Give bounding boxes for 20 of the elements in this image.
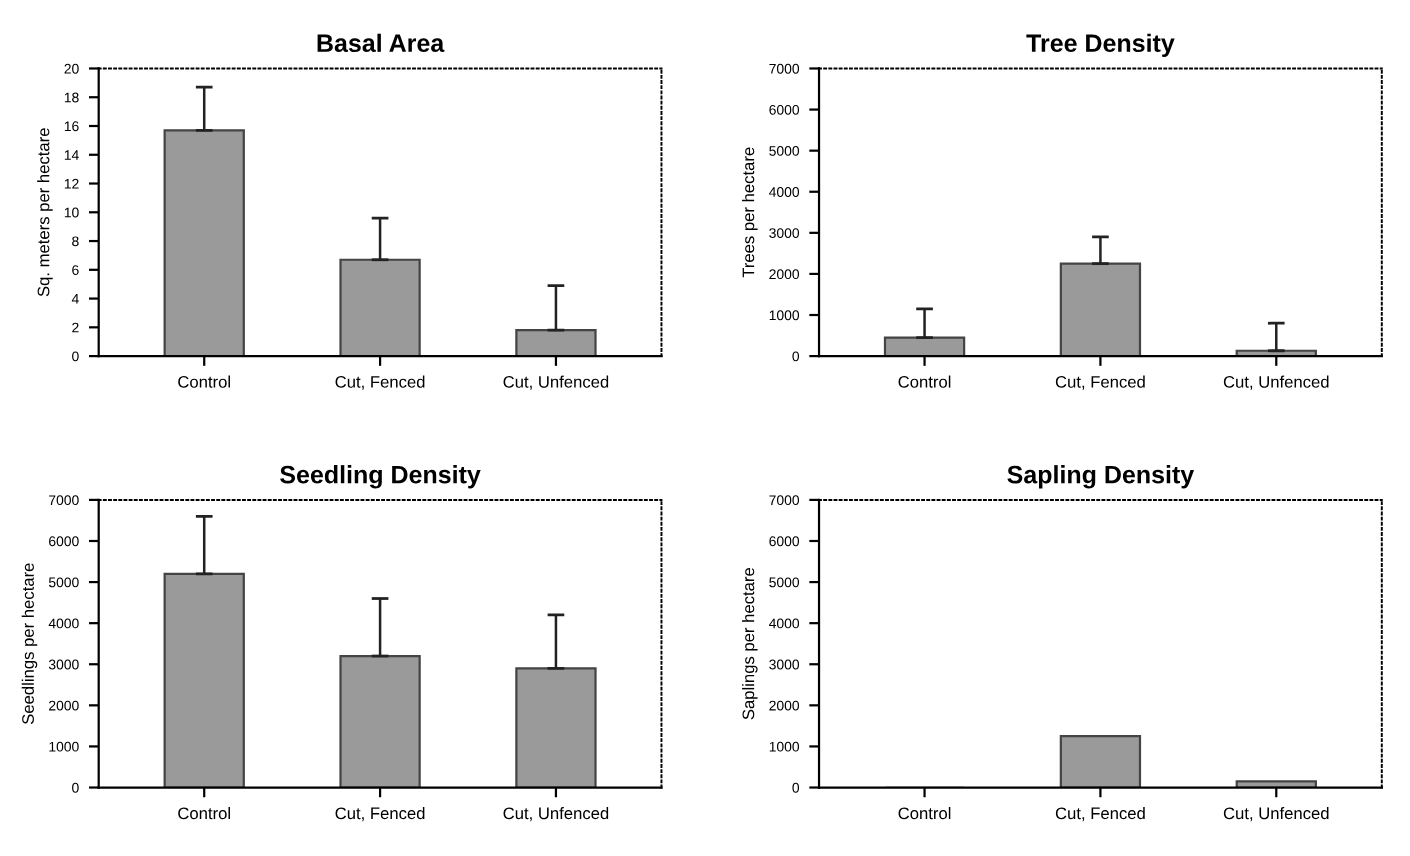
x-tick-label: Cut, Unfenced (1223, 375, 1329, 390)
x-tick-label: Cut, Unfenced (503, 375, 609, 390)
y-axis-title: Sq. meters per hectare (37, 128, 53, 297)
y-axis-title: Saplings per hectare (742, 568, 758, 720)
x-tick-label: Cut, Fenced (1055, 806, 1145, 822)
x-tick-label: Cut, Fenced (335, 806, 425, 822)
y-axis-title: Seedlings per hectare (21, 563, 38, 725)
x-tick-label: Control (178, 375, 230, 388)
x-tick-label: Control (178, 806, 230, 820)
chart-title: Seedling Density (280, 465, 481, 489)
x-tick-label: Cut, Fenced (335, 375, 425, 390)
chart-title: Sapling Density (1007, 465, 1195, 489)
y-axis-title: Trees per hectare (742, 147, 758, 278)
x-tick-label: Cut, Unfenced (1223, 806, 1329, 822)
x-tick-label: Control (898, 375, 951, 388)
chart-title: Tree Density (1026, 33, 1175, 57)
chart-title: Basal Area (317, 33, 445, 53)
x-tick-label: Cut, Unfenced (503, 806, 609, 822)
x-tick-label: Cut, Fenced (1055, 375, 1145, 390)
x-tick-label: Control (898, 806, 951, 820)
